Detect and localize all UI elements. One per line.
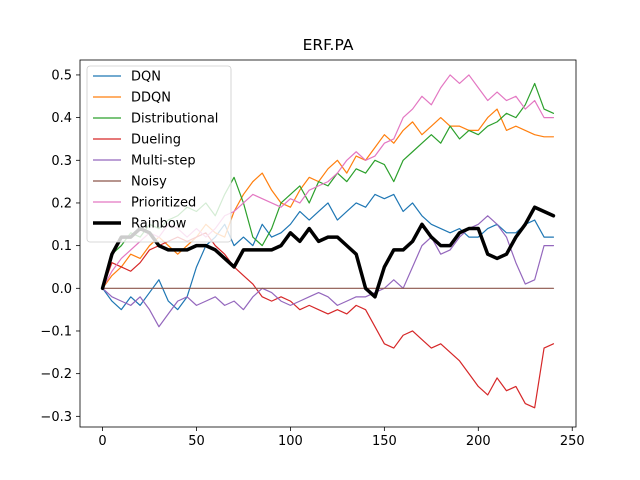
y-tick-label: 0.3	[51, 154, 72, 169]
legend: DQN DDQN Distributional Dueling Multi-step No…	[86, 65, 232, 243]
x-tick-label: 250	[560, 434, 585, 449]
legend-label-multi-step: Multi-step	[131, 154, 196, 169]
axes-frame	[79, 59, 577, 428]
series-line-ddqn	[101, 108, 555, 289]
y-tick-label: 0.1	[51, 239, 72, 254]
y-tick-label: 0.4	[51, 111, 72, 126]
y-tick-label: −0.2	[40, 367, 72, 382]
chart-title: ERF.PA	[303, 36, 354, 54]
legend-label-dueling: Dueling	[131, 133, 181, 148]
legend-label-prioritized: Prioritized	[131, 196, 196, 211]
y-tick-label: 0.2	[51, 196, 72, 211]
series-line-dqn	[101, 193, 555, 311]
y-tick-label: −0.3	[40, 410, 72, 425]
x-tick-label: 50	[188, 434, 205, 449]
x-tick-label: 0	[98, 434, 106, 449]
legend-label-distributional: Distributional	[131, 112, 218, 127]
axes: 0 50 100 150 200 250 −0.3 −0.2 −0.1 0.0 0.1 0.2 0.3 0…	[40, 59, 585, 449]
legend-label-rainbow: Rainbow	[131, 217, 187, 232]
legend-label-dqn: DQN	[131, 70, 161, 85]
x-tick-label: 150	[372, 434, 397, 449]
legend-box	[86, 65, 232, 243]
legend-label-ddqn: DDQN	[131, 91, 171, 106]
y-tick-label: 0.0	[51, 282, 72, 297]
y-tick-label: 0.5	[51, 68, 72, 83]
x-tick-label: 100	[278, 434, 303, 449]
series-line-multi-step	[101, 215, 555, 328]
y-tick-label: −0.1	[40, 324, 72, 339]
x-tick-label: 200	[466, 434, 491, 449]
legend-label-noisy: Noisy	[131, 175, 167, 190]
series-line-rainbow	[100, 205, 556, 299]
